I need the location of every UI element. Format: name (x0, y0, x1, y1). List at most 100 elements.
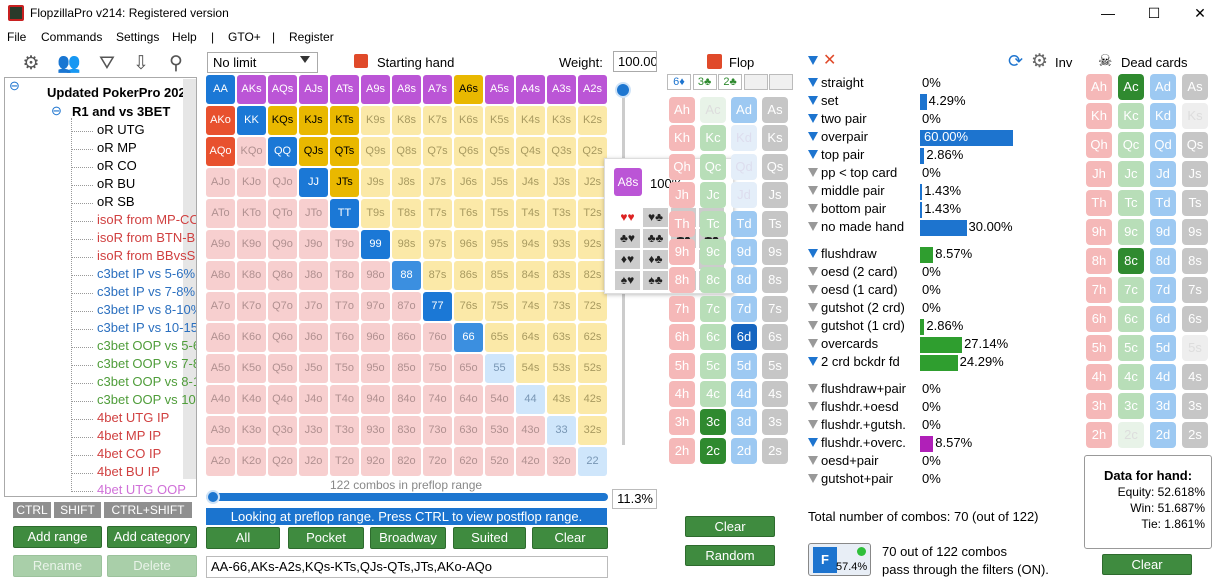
flop-slot[interactable]: 2♣ (718, 74, 742, 90)
dead-card[interactable]: 3s (1182, 393, 1208, 419)
hand-cell[interactable]: A8o (206, 261, 235, 290)
suit-combo[interactable]: ♦♥ (615, 250, 640, 269)
stat-row[interactable]: gutshot (1 crd) 2.86% (808, 318, 1078, 336)
hand-cell[interactable]: 54s (516, 354, 545, 383)
hand-cell[interactable]: ATo (206, 199, 235, 228)
dead-card[interactable]: 5d (1150, 335, 1176, 361)
suit-combo[interactable]: ♥♣ (643, 208, 668, 227)
hand-cell[interactable]: AJo (206, 168, 235, 197)
hand-cell[interactable]: KTs (330, 106, 359, 135)
filter-icon[interactable] (808, 249, 818, 258)
range-percent-input[interactable]: 11.3% (612, 489, 657, 509)
hand-cell[interactable]: 66 (454, 323, 483, 352)
tree-item[interactable]: isoR from BTN-BB (97, 230, 197, 245)
hand-cell[interactable]: QTo (268, 199, 297, 228)
hand-cell[interactable]: Q5s (485, 137, 514, 166)
hand-cell[interactable]: 82s (578, 261, 607, 290)
tree-item[interactable]: 4bet UTG OOP (97, 482, 186, 497)
hand-cell[interactable]: A9s (361, 75, 390, 104)
hand-cell[interactable]: J7o (299, 292, 328, 321)
board-card[interactable]: Ad (731, 97, 757, 123)
board-card[interactable]: 7s (762, 295, 788, 322)
filter-icon[interactable] (808, 150, 818, 159)
hand-cell[interactable]: 43o (516, 416, 545, 445)
stat-row[interactable]: oesd+pair 0% (808, 453, 1078, 471)
board-card[interactable]: 5d (731, 352, 757, 379)
hand-cell[interactable]: 97o (361, 292, 390, 321)
dead-card[interactable]: Th (1086, 190, 1112, 216)
stat-row[interactable]: overpair 60.00% (808, 129, 1078, 147)
menu-settings[interactable]: Settings (116, 30, 160, 44)
board-card[interactable]: Kc (700, 125, 726, 152)
hand-cell[interactable]: Q9o (268, 230, 297, 259)
hand-cell[interactable]: 63s (547, 323, 576, 352)
hand-cell[interactable]: 53s (547, 354, 576, 383)
dead-card[interactable]: 8c (1118, 248, 1144, 274)
hand-cell[interactable]: ATs (330, 75, 359, 104)
tree-item[interactable]: c3bet IP vs 8-10% (97, 302, 197, 317)
dead-card[interactable]: Kh (1086, 103, 1112, 129)
hand-cell[interactable]: Q8s (392, 137, 421, 166)
board-card[interactable]: As (762, 97, 788, 123)
hand-cell[interactable]: J3o (299, 416, 328, 445)
board-card[interactable]: Kh (669, 125, 695, 152)
board-card[interactable]: Ks (762, 125, 788, 152)
hand-cell[interactable]: 83o (392, 416, 421, 445)
hand-cell[interactable]: 32s (578, 416, 607, 445)
hand-cell[interactable]: 64o (454, 385, 483, 414)
hand-cell[interactable]: J3s (547, 168, 576, 197)
tree-item[interactable]: oR MP (97, 140, 137, 155)
weight-slider-knob[interactable] (615, 82, 631, 98)
stat-row[interactable]: pp < top card 0% (808, 165, 1078, 183)
hand-cell[interactable]: 86s (454, 261, 483, 290)
board-card[interactable]: 8s (762, 267, 788, 294)
filter-icon[interactable] (808, 303, 818, 312)
stat-row[interactable]: gutshot (2 crd) 0% (808, 300, 1078, 318)
hand-cell[interactable]: 62s (578, 323, 607, 352)
hand-cell[interactable]: K3o (237, 416, 266, 445)
flop-slot[interactable] (769, 74, 793, 90)
hand-cell[interactable]: 62o (454, 447, 483, 476)
dead-card[interactable]: Qs (1182, 132, 1208, 158)
dead-cards-clear-button[interactable]: Clear (1102, 554, 1192, 575)
hand-cell[interactable]: J8o (299, 261, 328, 290)
stat-row[interactable]: gutshot+pair 0% (808, 471, 1078, 489)
dead-card[interactable]: 4d (1150, 364, 1176, 390)
hand-cell[interactable]: A5o (206, 354, 235, 383)
tree-root[interactable]: Updated PokerPro 2021 (47, 85, 193, 100)
hand-cell[interactable]: A5s (485, 75, 514, 104)
board-card[interactable]: Qc (700, 153, 726, 180)
dead-card[interactable]: Ad (1150, 74, 1176, 100)
stat-row[interactable]: middle pair 1.43% (808, 183, 1078, 201)
hand-cell[interactable]: T9o (330, 230, 359, 259)
hand-cell[interactable]: Q4o (268, 385, 297, 414)
hand-cell[interactable]: K9o (237, 230, 266, 259)
stat-row[interactable]: oesd (2 card) 0% (808, 264, 1078, 282)
board-card[interactable]: Ah (669, 97, 695, 123)
dead-card[interactable]: Jc (1118, 161, 1144, 187)
hand-cell[interactable]: 86o (392, 323, 421, 352)
hand-cell[interactable]: 95s (485, 230, 514, 259)
hand-cell[interactable]: A6o (206, 323, 235, 352)
dead-card[interactable]: As (1182, 74, 1208, 100)
board-card[interactable]: 7h (669, 295, 695, 322)
tree-item[interactable]: 4bet UTG IP (97, 410, 170, 425)
board-card[interactable]: 5h (669, 352, 695, 379)
hand-cell[interactable]: T4o (330, 385, 359, 414)
board-card[interactable]: 9s (762, 239, 788, 265)
hand-cell[interactable]: Q9s (361, 137, 390, 166)
filter-icon[interactable] (808, 204, 818, 213)
board-card[interactable]: 3s (762, 409, 788, 436)
dead-card[interactable]: 2h (1086, 422, 1112, 448)
hand-cell[interactable]: K8s (392, 106, 421, 135)
board-card[interactable]: 5s (762, 352, 788, 379)
tree-item[interactable]: isoR from MP-CO (97, 212, 197, 227)
weight-input[interactable]: 100.00 (613, 51, 657, 72)
hand-cell[interactable]: AQo (206, 137, 235, 166)
hand-cell[interactable]: Q7s (423, 137, 452, 166)
hand-cell[interactable]: 65s (485, 323, 514, 352)
tree-collapse-icon[interactable]: ⊖ (9, 78, 20, 93)
hand-cell[interactable]: KK (237, 106, 266, 135)
board-card[interactable]: Qs (762, 153, 788, 180)
hand-cell[interactable]: JTo (299, 199, 328, 228)
